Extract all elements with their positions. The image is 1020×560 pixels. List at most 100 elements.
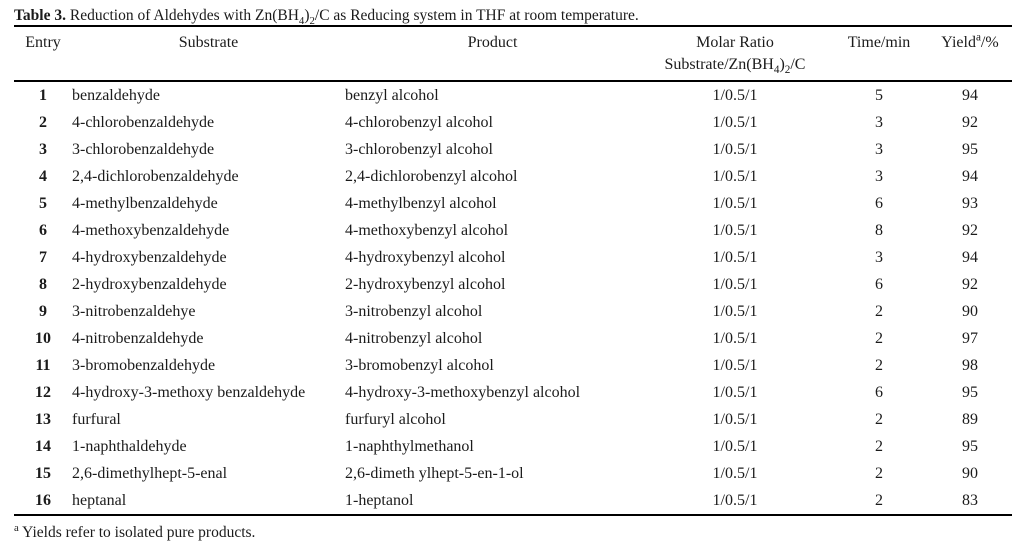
yield-cell: 93: [962, 195, 978, 212]
substrate-cell: 2-hydroxybenzaldehyde: [72, 276, 227, 293]
yield-cell: 90: [962, 465, 978, 482]
entry-cell: 13: [35, 411, 51, 428]
product-cell: 4-hydroxybenzyl alcohol: [345, 249, 506, 266]
time-cell: 6: [875, 276, 883, 293]
entry-cell: 3: [39, 141, 47, 158]
ratio-cell: 1/0.5/1: [712, 141, 758, 158]
entry-cell: 5: [39, 195, 47, 212]
table-row: 1 benzaldehyde benzyl alcohol 1/0.5/1 5 94: [14, 81, 1012, 109]
product-cell: furfuryl alcohol: [345, 411, 446, 428]
table-row: 9 3-nitrobenzaldehye 3-nitrobenzyl alcohol…: [14, 298, 1012, 325]
yield-cell: 92: [962, 276, 978, 293]
substrate-cell: heptanal: [72, 492, 127, 509]
substrate-cell: 4-hydroxybenzaldehyde: [72, 249, 227, 266]
table-title-label: Table 3.: [14, 7, 66, 24]
product-cell: 3-nitrobenzyl alcohol: [345, 303, 483, 320]
time-cell: 8: [875, 222, 883, 239]
entry-cell: 6: [39, 222, 47, 239]
table-row: 13 furfural furfuryl alcohol 1/0.5/1 2 89: [14, 406, 1012, 433]
ratio-cell: 1/0.5/1: [712, 330, 758, 347]
entry-cell: 8: [39, 276, 47, 293]
ratio-cell: 1/0.5/1: [712, 87, 758, 104]
product-cell: 2-hydroxybenzyl alcohol: [345, 276, 506, 293]
ratio-cell: 1/0.5/1: [712, 195, 758, 212]
ratio-cell: 1/0.5/1: [712, 465, 758, 482]
yield-cell: 94: [962, 87, 978, 104]
ratio-cell: 1/0.5/1: [712, 438, 758, 455]
entry-cell: 14: [35, 438, 51, 455]
table-row: 11 3-bromobenzaldehyde 3-bromobenzyl alcoh…: [14, 352, 1012, 379]
time-cell: 2: [875, 411, 883, 428]
table-footnote: a Yields refer to isolated pure products…: [14, 521, 1012, 542]
entry-cell: 15: [35, 465, 51, 482]
product-cell: 4-chlorobenzyl alcohol: [345, 114, 493, 131]
substrate-cell: 3-bromobenzaldehyde: [72, 357, 216, 374]
substrate-cell: 4-hydroxy-3-methoxy benzaldehyde: [72, 384, 306, 401]
product-cell: 1-heptanol: [345, 492, 414, 509]
substrate-cell: 4-nitrobenzaldehyde: [72, 330, 204, 347]
substrate-cell: 4-methoxybenzaldehyde: [72, 222, 230, 239]
footnote-text: Yields refer to isolated pure products.: [18, 524, 256, 541]
ratio-cell: 1/0.5/1: [712, 222, 758, 239]
yield-cell: 98: [962, 357, 978, 374]
substrate-cell: 4-chlorobenzaldehyde: [72, 114, 215, 131]
column-header-entry: Entry: [14, 26, 72, 82]
time-cell: 6: [875, 384, 883, 401]
substrate-cell: 2,4-dichlorobenzaldehyde: [72, 168, 239, 185]
table-row: 4 2,4-dichlorobenzaldehyde 2,4-dichloroben…: [14, 163, 1012, 190]
time-cell: 2: [875, 357, 883, 374]
table-row: 12 4-hydroxy-3-methoxy benzaldehyde 4-hydr…: [14, 379, 1012, 406]
product-cell: 4-methoxybenzyl alcohol: [345, 222, 509, 239]
yield-cell: 95: [962, 141, 978, 158]
time-cell: 6: [875, 195, 883, 212]
ratio-cell: 1/0.5/1: [712, 114, 758, 131]
table-row: 2 4-chlorobenzaldehyde 4-chlorobenzyl alco…: [14, 109, 1012, 136]
table-row: 8 2-hydroxybenzaldehyde 2-hydroxybenzyl al…: [14, 271, 1012, 298]
yield-cell: 95: [962, 384, 978, 401]
entry-cell: 16: [35, 492, 51, 509]
table-body: 1 benzaldehyde benzyl alcohol 1/0.5/1 5 94 2 4-…: [14, 81, 1012, 515]
ratio-cell: 1/0.5/1: [712, 168, 758, 185]
table-row: 16 heptanal 1-heptanol 1/0.5/1 2 83: [14, 487, 1012, 515]
column-header-substrate: Substrate: [72, 26, 345, 82]
time-cell: 2: [875, 438, 883, 455]
yield-cell: 90: [962, 303, 978, 320]
product-cell: 1-naphthylmethanol: [345, 438, 474, 455]
substrate-cell: furfural: [72, 411, 121, 428]
table-row: 7 4-hydroxybenzaldehyde 4-hydroxybenzyl al…: [14, 244, 1012, 271]
yield-cell: 89: [962, 411, 978, 428]
substrate-cell: 1-naphthaldehyde: [72, 438, 187, 455]
column-header-molar-ratio: Molar Ratio Substrate/Zn(BH4)2/C: [640, 26, 830, 82]
yield-cell: 92: [962, 114, 978, 131]
product-cell: 4-methylbenzyl alcohol: [345, 195, 497, 212]
entry-cell: 12: [35, 384, 51, 401]
table-title-text: Reduction of Aldehydes with Zn(BH4)2/C a…: [65, 7, 639, 28]
substrate-cell: 4-methylbenzaldehyde: [72, 195, 218, 212]
yield-cell: 95: [962, 438, 978, 455]
ratio-cell: 1/0.5/1: [712, 492, 758, 509]
product-cell: 2,4-dichlorobenzyl alcohol: [345, 168, 518, 185]
table-header-row: Entry Substrate Product Molar Ratio Subst…: [14, 26, 1012, 82]
table-row: 15 2,6-dimethylhept-5-enal 2,6-dimeth ylhe…: [14, 460, 1012, 487]
product-cell: 3-bromobenzyl alcohol: [345, 357, 494, 374]
substrate-cell: benzaldehyde: [72, 87, 160, 104]
time-cell: 5: [875, 87, 883, 104]
entry-cell: 7: [39, 249, 47, 266]
ratio-cell: 1/0.5/1: [712, 303, 758, 320]
entry-cell: 11: [35, 357, 51, 374]
results-table: Entry Substrate Product Molar Ratio Subst…: [14, 25, 1012, 516]
time-cell: 3: [875, 168, 883, 185]
table-header: Entry Substrate Product Molar Ratio Subst…: [14, 26, 1012, 82]
product-cell: 4-hydroxy-3-methoxybenzyl alcohol: [345, 384, 581, 401]
table-row: 14 1-naphthaldehyde 1-naphthylmethanol 1/0.…: [14, 433, 1012, 460]
table-row: 10 4-nitrobenzaldehyde 4-nitrobenzyl alcoh…: [14, 325, 1012, 352]
product-cell: 4-nitrobenzyl alcohol: [345, 330, 483, 347]
entry-cell: 10: [35, 330, 51, 347]
footnote-marker: a: [14, 521, 19, 534]
table-row: 6 4-methoxybenzaldehyde 4-methoxybenzyl al…: [14, 217, 1012, 244]
column-header-yield: Yielda/%: [928, 26, 1012, 82]
entry-cell: 4: [39, 168, 47, 185]
ratio-cell: 1/0.5/1: [712, 357, 758, 374]
time-cell: 3: [875, 249, 883, 266]
